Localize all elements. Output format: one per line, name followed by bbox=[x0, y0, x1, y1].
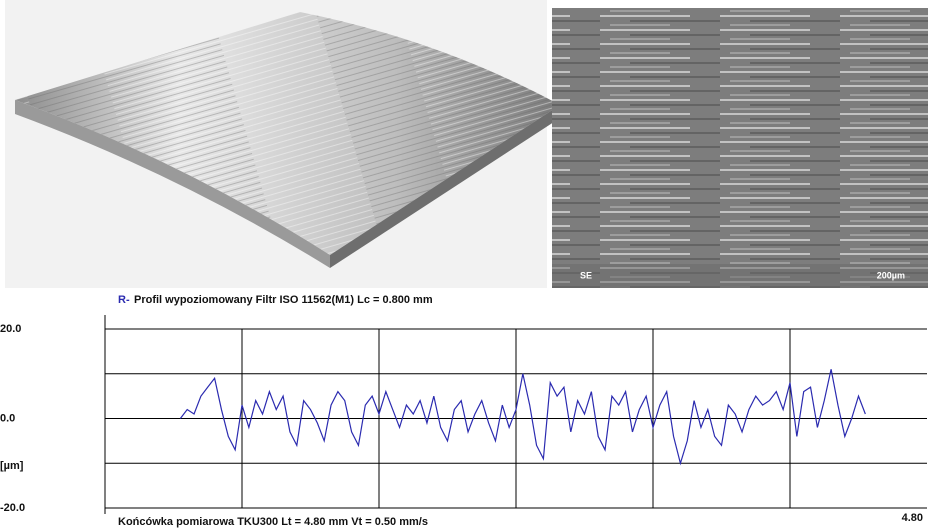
sem-mode: SE bbox=[580, 270, 592, 280]
y-tick-label: 0.0 bbox=[0, 412, 15, 424]
title-prefix: R- bbox=[118, 294, 130, 306]
sem-bar bbox=[552, 264, 928, 288]
chart-title: Profil wypoziomowany Filtr ISO 11562(M1)… bbox=[134, 294, 433, 306]
sem-image bbox=[552, 8, 928, 288]
y-label: [µm] bbox=[0, 460, 24, 472]
figure: SE 200µm R- Profil wypoziomowany Filtr I… bbox=[0, 0, 928, 532]
y-tick-label: 20.0 bbox=[0, 323, 21, 335]
x-tick-label: 4.80 bbox=[902, 512, 923, 524]
footer: Końcówka pomiarowa TKU300 Lt = 4.80 mm V… bbox=[118, 516, 428, 528]
sem-scale: 200µm bbox=[877, 270, 905, 280]
profile-line bbox=[180, 369, 865, 463]
y-tick-label: -20.0 bbox=[0, 502, 25, 514]
